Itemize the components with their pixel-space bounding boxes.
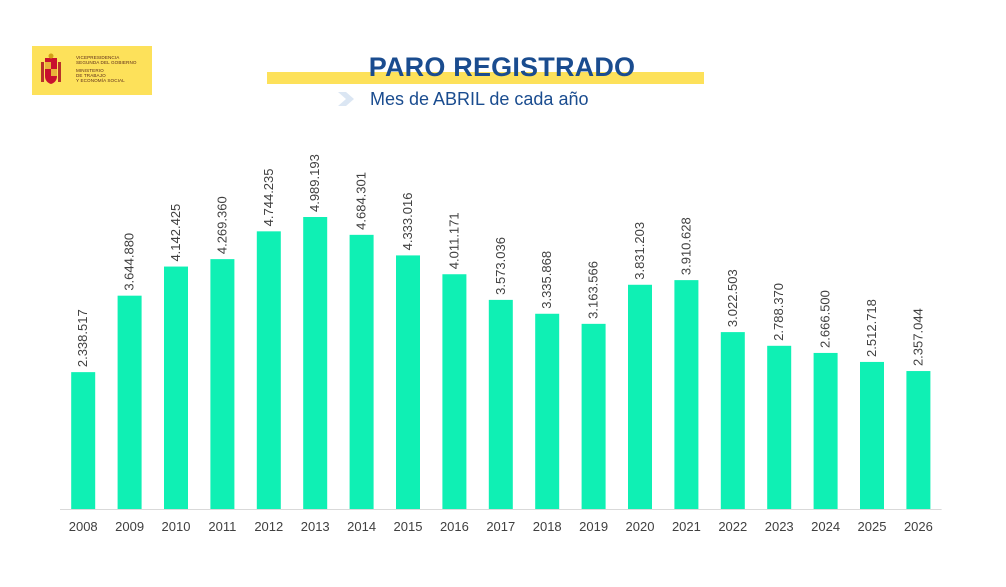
x-tick-label-2018: 2018 bbox=[533, 519, 562, 534]
x-tick-label-2022: 2022 bbox=[718, 519, 747, 534]
title-highlight-bar bbox=[267, 72, 704, 84]
data-label-2014: 4.684.301 bbox=[354, 172, 369, 230]
x-tick-label-2012: 2012 bbox=[254, 519, 283, 534]
x-tick-label-2026: 2026 bbox=[904, 519, 933, 534]
ministry-logo: VICEPRESIDENCIA SEGUNDA DEL GOBIERNO MIN… bbox=[32, 46, 152, 95]
x-tick-label-2021: 2021 bbox=[672, 519, 701, 534]
logo-text-vicepresidencia: VICEPRESIDENCIA SEGUNDA DEL GOBIERNO bbox=[76, 55, 137, 66]
data-label-2018: 3.335.868 bbox=[539, 251, 554, 309]
bar-2017 bbox=[488, 299, 513, 509]
x-tick-label-2024: 2024 bbox=[811, 519, 840, 534]
bar-2023 bbox=[767, 345, 792, 509]
x-tick-label-2008: 2008 bbox=[69, 519, 98, 534]
data-label-2009: 3.644.880 bbox=[122, 233, 137, 291]
bar-2012 bbox=[256, 231, 281, 509]
data-label-2020: 3.831.203 bbox=[632, 222, 647, 280]
x-tick-label-2014: 2014 bbox=[347, 519, 376, 534]
data-label-2012: 4.744.235 bbox=[261, 168, 276, 226]
bar-2024 bbox=[813, 352, 838, 509]
data-label-2025: 2.512.718 bbox=[864, 299, 879, 357]
x-tick-label-2017: 2017 bbox=[486, 519, 515, 534]
bar-2026 bbox=[906, 371, 931, 509]
data-label-2010: 4.142.425 bbox=[168, 204, 183, 262]
data-label-2011: 4.269.360 bbox=[214, 196, 229, 254]
bar-2016 bbox=[442, 274, 467, 509]
logo-text-ministerio: MINISTERIO DE TRABAJO Y ECONOMÍA SOCIAL bbox=[76, 68, 125, 84]
x-tick-label-2020: 2020 bbox=[626, 519, 655, 534]
bar-2008 bbox=[71, 372, 96, 509]
x-tick-label-2015: 2015 bbox=[394, 519, 423, 534]
data-label-2022: 3.022.503 bbox=[725, 269, 740, 327]
bar-2011 bbox=[210, 259, 235, 509]
x-tick-label-2025: 2025 bbox=[858, 519, 887, 534]
data-label-2024: 2.666.500 bbox=[818, 290, 833, 348]
bar-2020 bbox=[628, 284, 652, 509]
bar-2013 bbox=[303, 217, 328, 509]
x-tick-label-2023: 2023 bbox=[765, 519, 794, 534]
data-label-2026: 2.357.044 bbox=[910, 308, 925, 366]
data-labels: 2.338.517 3.644.880 4.142.425 4.269.360 4.74… bbox=[75, 154, 925, 367]
x-tick-label-2009: 2009 bbox=[115, 519, 144, 534]
bar-2009 bbox=[117, 295, 142, 509]
x-tick-label-2011: 2011 bbox=[208, 519, 236, 534]
coat-of-arms-icon bbox=[41, 53, 61, 84]
x-tick-label-2019: 2019 bbox=[579, 519, 608, 534]
x-tick-label-2013: 2013 bbox=[301, 519, 330, 534]
page-title: PARO REGISTRADO bbox=[368, 52, 636, 82]
bar-2015 bbox=[396, 255, 420, 509]
data-label-2013: 4.989.193 bbox=[307, 154, 322, 212]
bar-2025 bbox=[860, 361, 884, 509]
page-subtitle: Mes de ABRIL de cada año bbox=[370, 88, 589, 109]
bar-2018 bbox=[535, 313, 560, 509]
chevron-right-icon bbox=[338, 92, 354, 106]
bar-2019 bbox=[581, 323, 606, 509]
data-label-2017: 3.573.036 bbox=[493, 237, 508, 295]
data-label-2021: 3.910.628 bbox=[678, 217, 693, 275]
x-tick-labels: 2008 2009 2010 2011 2012 2013 2014 2015 2016 2017… bbox=[69, 519, 933, 534]
data-label-2019: 3.163.566 bbox=[586, 261, 601, 319]
bar-2010 bbox=[164, 266, 188, 509]
data-label-2016: 4.011.171 bbox=[446, 212, 461, 269]
data-label-2008: 2.338.517 bbox=[75, 309, 90, 367]
bar-2014 bbox=[349, 234, 374, 509]
bar-group bbox=[71, 217, 931, 509]
bar-2022 bbox=[720, 332, 745, 509]
x-tick-label-2010: 2010 bbox=[162, 519, 191, 534]
subtitle-row: Mes de ABRIL de cada año bbox=[336, 88, 588, 110]
x-tick-label-2016: 2016 bbox=[440, 519, 469, 534]
bar-2021 bbox=[674, 280, 699, 509]
data-label-2023: 2.788.370 bbox=[771, 283, 786, 341]
data-label-2015: 4.333.016 bbox=[400, 193, 415, 251]
